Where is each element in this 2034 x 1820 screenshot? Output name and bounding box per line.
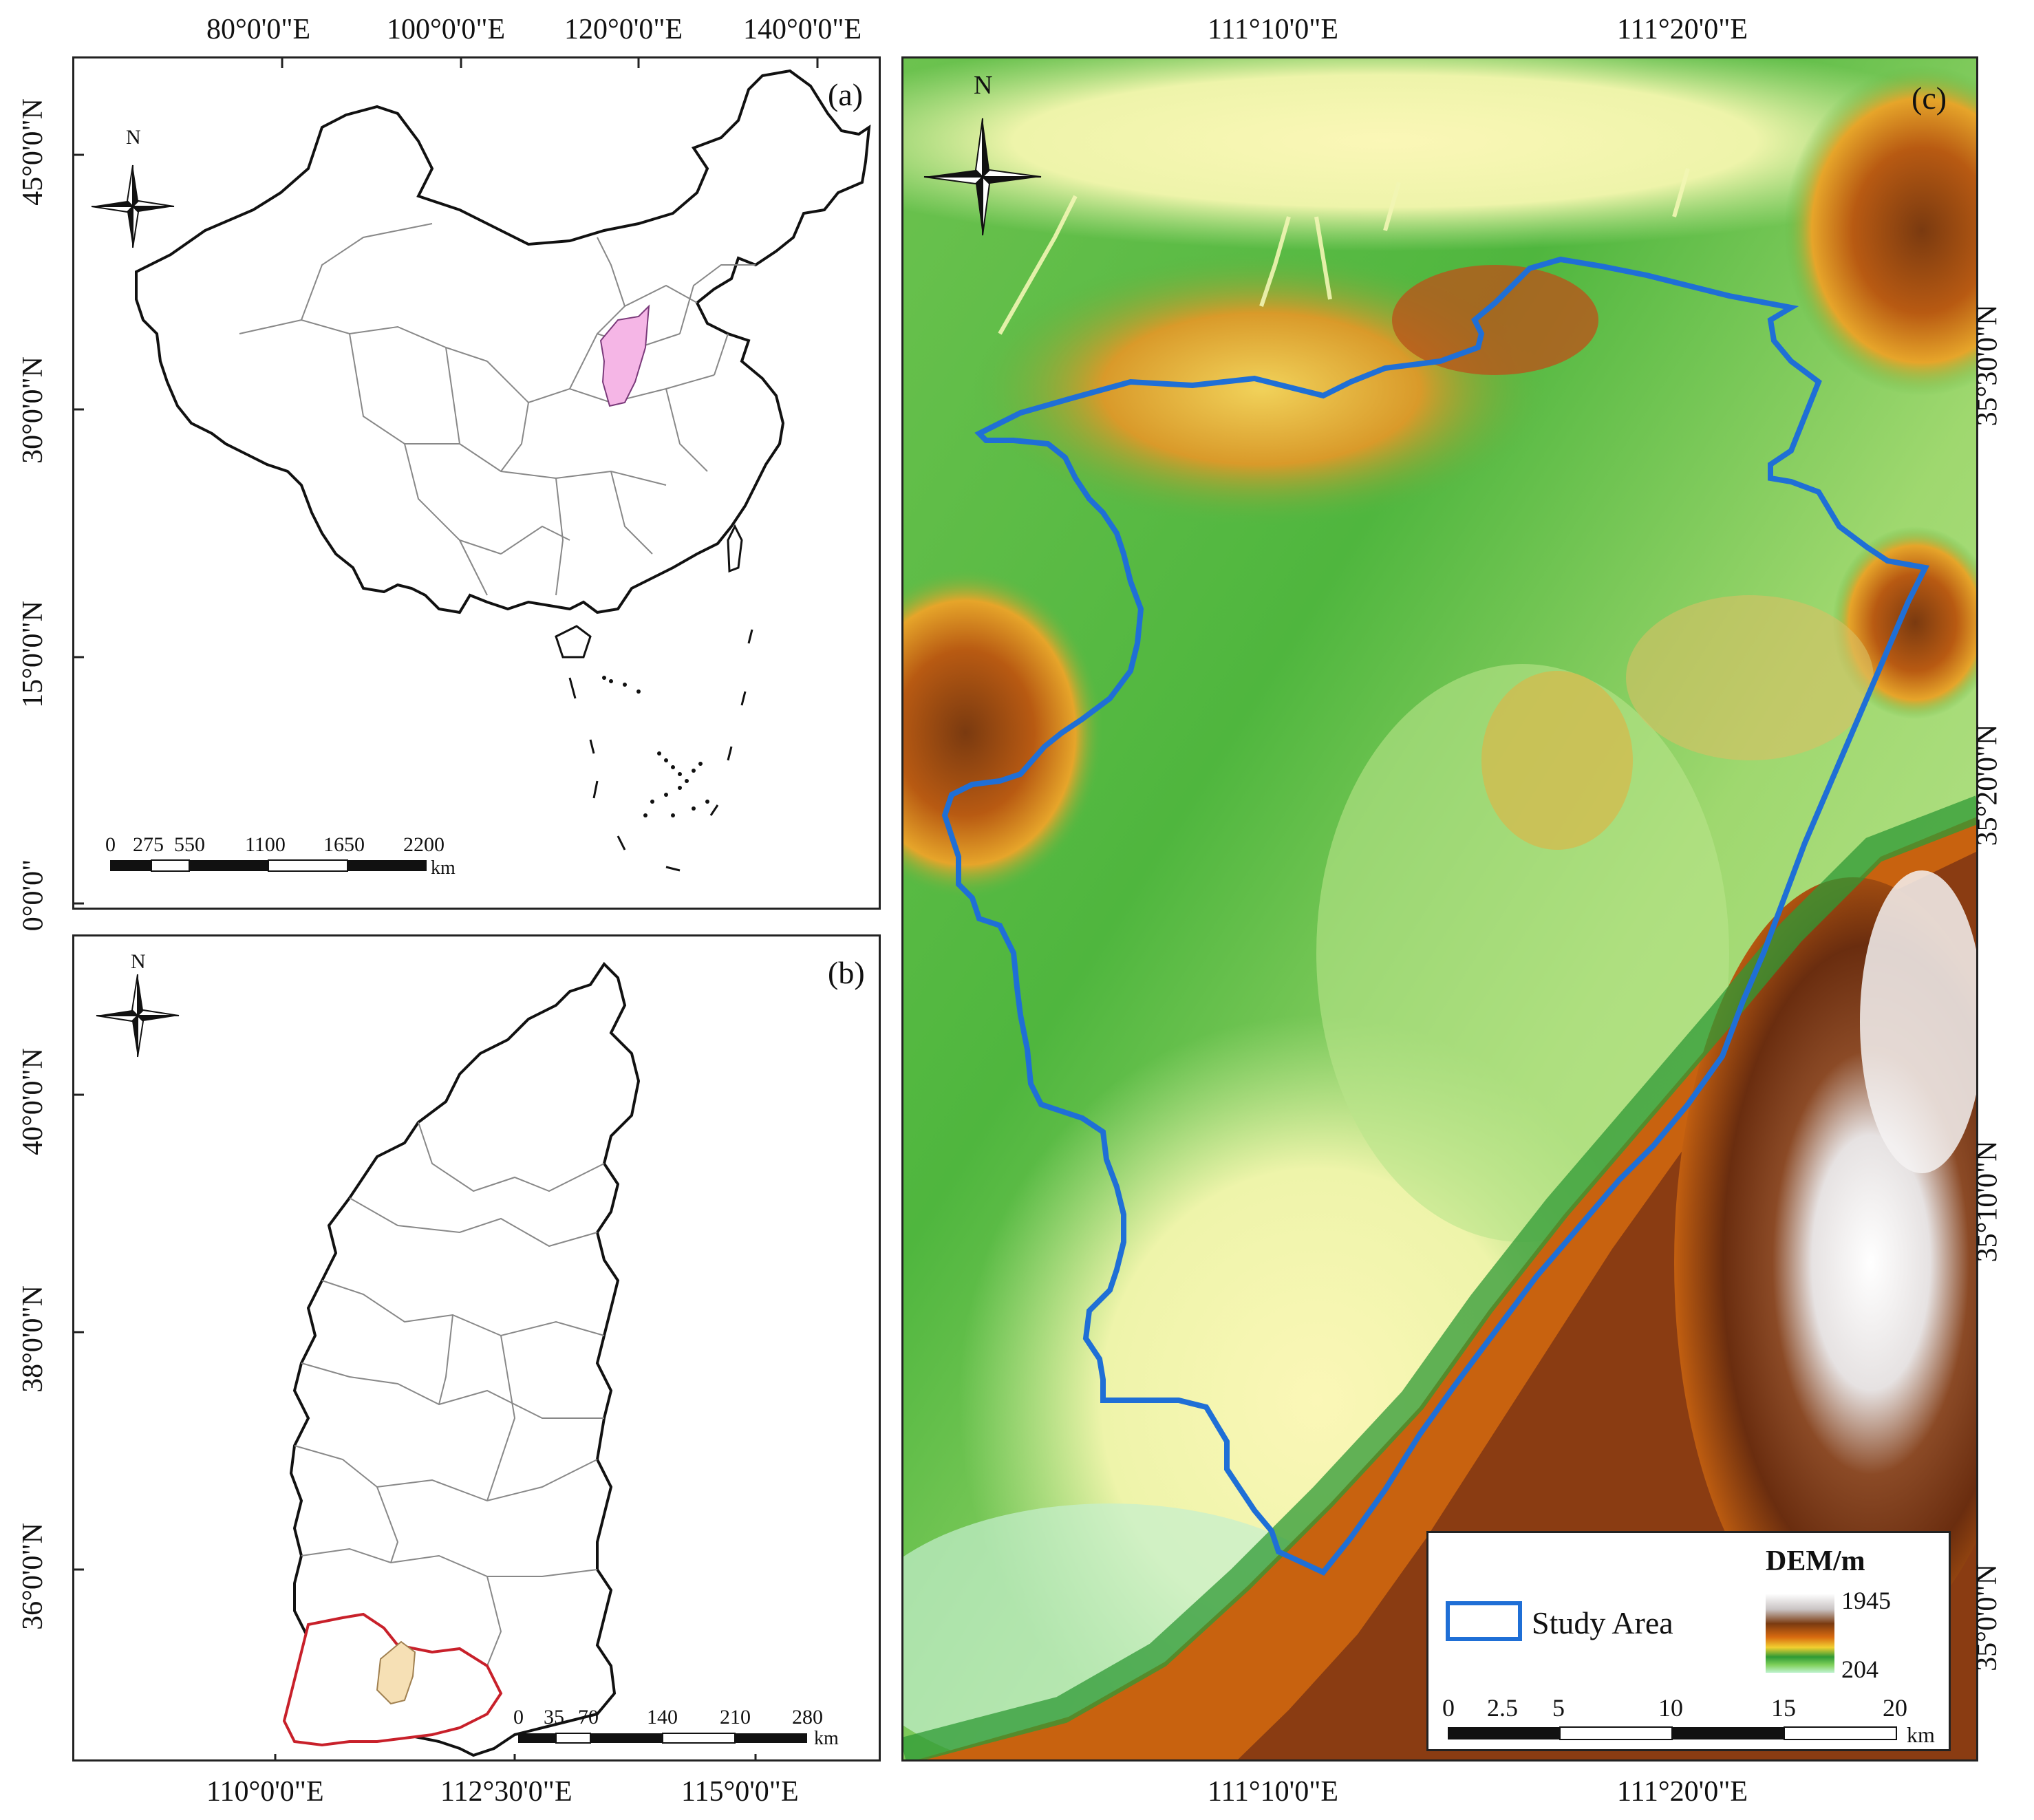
scale-tick-b-0: 0 [513,1706,524,1728]
c-lat-label-35-20: 35°20'0"N [1971,724,2004,846]
c-bottom-lon-label-111-10: 111°10'0"E [1208,1776,1339,1808]
dem-legend: Study Area DEM/m 1945 204 0 2.5 5 10 15 … [1426,1531,1951,1751]
hainan-island [555,625,592,659]
north-label-c: N [974,71,993,100]
map-panel-c-dem: (c) N [901,56,1978,1762]
shanxi-highlight [599,304,650,407]
scale-tick-a-0: 0 [105,833,116,856]
province-boundaries [239,223,756,596]
shanxi-outline [289,961,641,1757]
c-top-lon-label-111-20: 111°20'0"E [1617,14,1748,45]
scale-tick-c-2-5: 2.5 [1487,1694,1518,1722]
scale-unit-a: km [431,857,456,879]
study-area-boundary [941,256,1929,1576]
north-arrow-icon [91,164,175,248]
scale-unit-b: km [814,1728,839,1749]
scale-tick-b-140: 140 [647,1706,678,1728]
dem-title: DEM/m [1766,1545,1865,1577]
a-lat-label-15: 15°0'0"N [17,601,49,708]
scale-tick-b-70: 70 [578,1706,599,1728]
a-lat-label-45: 45°0'0"N [17,98,49,206]
panel-letter-a: (a) [828,77,864,112]
a-lon-label-120: 120°0'0"E [564,14,683,45]
scale-tick-c-20: 20 [1883,1694,1907,1722]
map-panel-b-shanxi: (b) N 0 35 70 140 210 280 km [72,934,881,1762]
dem-hills-northeast [1784,65,1976,396]
scale-bar-c [1448,1726,1897,1740]
dem-hills-west [903,568,1103,898]
scale-unit-c: km [1907,1722,1935,1747]
dem-color-ramp [1766,1594,1834,1673]
c-bottom-lon-label-111-20: 111°20'0"E [1617,1776,1748,1808]
prefecture-boundaries [294,1122,605,1667]
b-lon-label-112-30: 112°30'0"E [440,1776,572,1808]
study-area-label: Study Area [1532,1605,1673,1640]
scale-tick-a-1100: 1100 [245,833,286,856]
b-lon-label-115: 115°0'0"E [681,1776,799,1808]
dem-rivers [998,168,1690,335]
panel-letter-c: (c) [1912,81,1947,116]
c-lat-label-35-0: 35°0'0"N [1971,1564,2003,1671]
a-lon-label-140: 140°0'0"E [743,14,862,45]
north-label-a: N [126,126,141,149]
scale-tick-b-210: 210 [720,1706,751,1728]
map-panel-a-china: (a) N 0 275 550 1100 1650 2200 km [72,56,881,910]
b-lat-label-38: 38°0'0"N [17,1285,49,1393]
legend-graphics [1446,1594,1897,1740]
scale-tick-a-1650: 1650 [323,833,365,856]
b-lon-label-110: 110°0'0"E [206,1776,324,1808]
a-lon-label-80: 80°0'0"E [206,14,311,45]
north-arrow-icon [96,974,180,1058]
scale-tick-a-2200: 2200 [403,833,445,856]
south-china-sea-islands [602,676,709,817]
north-arrow-icon [923,118,1042,236]
a-lon-label-100: 100°0'0"E [387,14,506,45]
c-lat-label-35-10: 35°10'0"N [1971,1140,2004,1263]
scale-bar-b [518,1733,807,1744]
scale-tick-a-275: 275 [133,833,164,856]
c-lat-label-35-30: 35°30'0"N [1971,304,2004,427]
a-lat-label-30: 30°0'0"N [17,356,49,464]
nine-dash-line [568,629,753,872]
china-map [74,58,871,905]
scale-tick-c-5: 5 [1552,1694,1565,1722]
a-lat-label-0: 0°0'0" [17,859,50,932]
dem-map [903,58,1976,1759]
study-area-highlight [376,1640,416,1705]
scale-tick-a-550: 550 [174,833,205,856]
china-outline [135,69,871,614]
dem-min-label: 204 [1841,1656,1878,1683]
scale-bar-a [110,859,427,872]
panel-letter-b: (b) [828,955,865,990]
dem-max-label: 1945 [1841,1587,1891,1614]
taiwan-island [727,524,743,573]
scale-tick-b-280: 280 [792,1706,823,1728]
study-area-swatch [1446,1601,1522,1641]
dem-pale-valley-north [903,58,1976,251]
b-lat-label-40: 40°0'0"N [17,1048,49,1155]
scale-tick-c-15: 15 [1771,1694,1796,1722]
b-lat-label-36: 36°0'0"N [17,1523,49,1630]
shanxi-map [74,961,807,1759]
c-top-lon-label-111-10: 111°10'0"E [1208,14,1339,45]
scale-tick-c-0: 0 [1442,1694,1455,1722]
scale-tick-c-10: 10 [1658,1694,1683,1722]
scale-tick-b-35: 35 [544,1706,564,1728]
north-label-b: N [131,950,146,973]
